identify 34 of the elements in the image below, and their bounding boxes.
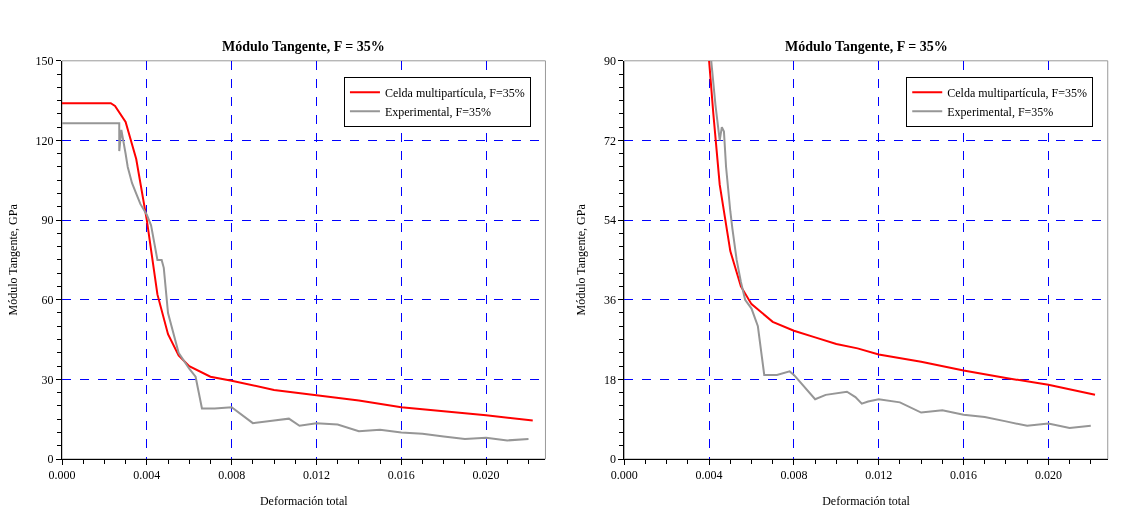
x-axis-title: Deformación total <box>259 494 349 509</box>
legend-label: Celda multipartícula, F=35% <box>384 85 525 100</box>
legend-label: Celda multipartícula, F=35% <box>947 85 1087 100</box>
y-tick-label: 60 <box>41 292 54 307</box>
x-tick-label: 0.008 <box>218 468 246 483</box>
x-tick-label: 0.000 <box>48 468 76 483</box>
y-tick-label: 30 <box>41 372 54 387</box>
y-tick-label: 0 <box>609 452 616 467</box>
legend-label: Experimental, F=35% <box>947 104 1054 119</box>
legend-label: Experimental, F=35% <box>384 104 492 119</box>
y-axis-title: Módulo Tangente, GPa <box>5 203 20 316</box>
x-tick-label: 0.004 <box>695 468 723 483</box>
x-tick-label: 0.012 <box>865 468 893 483</box>
x-tick-label: 0.004 <box>133 468 161 483</box>
y-tick-label: 90 <box>603 54 616 68</box>
y-tick-label: 150 <box>35 54 54 68</box>
y-tick-label: 0 <box>47 452 54 467</box>
chart-title: Módulo Tangente, F = 35% <box>222 39 385 54</box>
y-axis-title: Módulo Tangente, GPa <box>574 203 589 316</box>
x-tick-label: 0.016 <box>387 468 415 483</box>
x-tick-label: 0.020 <box>1034 468 1062 483</box>
y-tick-label: 120 <box>35 133 54 148</box>
x-tick-label: 0.012 <box>302 468 330 483</box>
y-tick-label: 36 <box>603 292 616 307</box>
x-tick-label: 0.020 <box>472 468 500 483</box>
y-tick-label: 90 <box>41 213 54 228</box>
x-tick-label: 0.000 <box>610 468 638 483</box>
y-tick-label: 18 <box>603 372 616 387</box>
x-axis-title: Deformación total <box>822 494 911 509</box>
chart-title: Módulo Tangente, F = 35% <box>785 39 948 54</box>
x-tick-label: 0.016 <box>950 468 978 483</box>
y-tick-label: 72 <box>603 133 616 148</box>
y-tick-label: 54 <box>603 213 616 228</box>
x-tick-label: 0.008 <box>780 468 808 483</box>
